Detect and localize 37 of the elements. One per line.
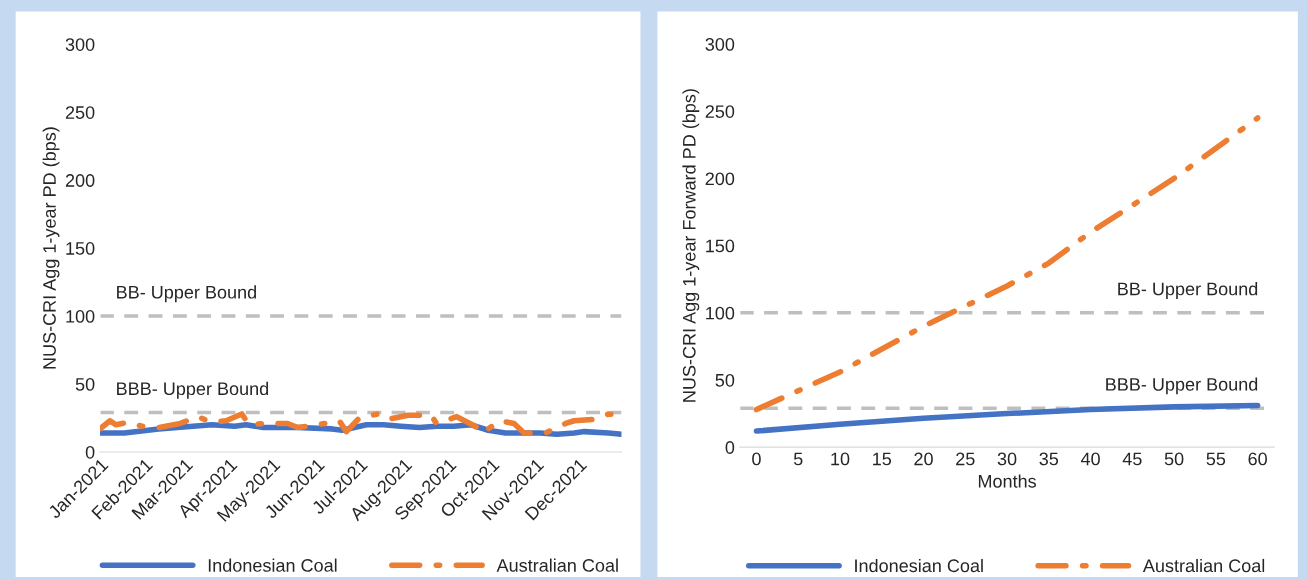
x-tick-label: 40	[1080, 452, 1100, 466]
ref-line-label: BBB- Upper Bound	[1106, 377, 1258, 395]
y-tick-label: 0	[725, 441, 735, 454]
x-tick-label: 45	[1122, 452, 1142, 466]
y-tick-label: 200	[705, 172, 735, 186]
x-tick-label: 35	[1039, 452, 1059, 466]
legend-label: Indonesian Coal	[855, 558, 983, 573]
x-tick-label: 0	[752, 452, 761, 466]
y-axis-title: NUS-CRI Agg 1-year Forward PD (bps)	[682, 89, 700, 402]
y-tick-label: 250	[65, 106, 95, 119]
y-tick-label: 50	[75, 377, 95, 391]
y-axis-title: NUS-CRI Agg 1-year PD (bps)	[42, 127, 60, 369]
x-tick-label: 5	[793, 452, 803, 466]
legend-label: Australian Coal	[496, 558, 618, 572]
ref-line-label: BB- Upper Bound	[1118, 282, 1258, 299]
x-tick-label: 25	[956, 452, 975, 466]
y-tick-label: 300	[65, 38, 95, 51]
legend-label: Indonesian Coal	[208, 558, 337, 572]
ref-line-label: BBB- Upper Bound	[117, 381, 269, 399]
y-tick-label: 100	[66, 310, 95, 323]
y-tick-label: 150	[706, 239, 735, 253]
y-tick-label: 100	[706, 306, 735, 320]
y-tick-label: 250	[705, 105, 735, 118]
x-tick-label: 15	[873, 452, 892, 466]
y-tick-label: 300	[705, 38, 735, 51]
ref-line-label: BB- Upper Bound	[117, 285, 256, 303]
x-tick-label: 50	[1164, 452, 1184, 466]
x-tick-label: 60	[1248, 452, 1267, 466]
x-tick-label: 30	[997, 452, 1017, 466]
x-tick-label: 10	[831, 452, 850, 466]
y-tick-label: 50	[715, 373, 735, 387]
x-tick-label: 55	[1206, 452, 1226, 466]
legend-label: Australian Coal	[1142, 558, 1265, 573]
x-axis-title: Months	[978, 474, 1036, 488]
x-tick-label: 20	[914, 452, 933, 466]
y-tick-label: 150	[66, 242, 95, 255]
y-tick-label: 200	[65, 174, 95, 187]
